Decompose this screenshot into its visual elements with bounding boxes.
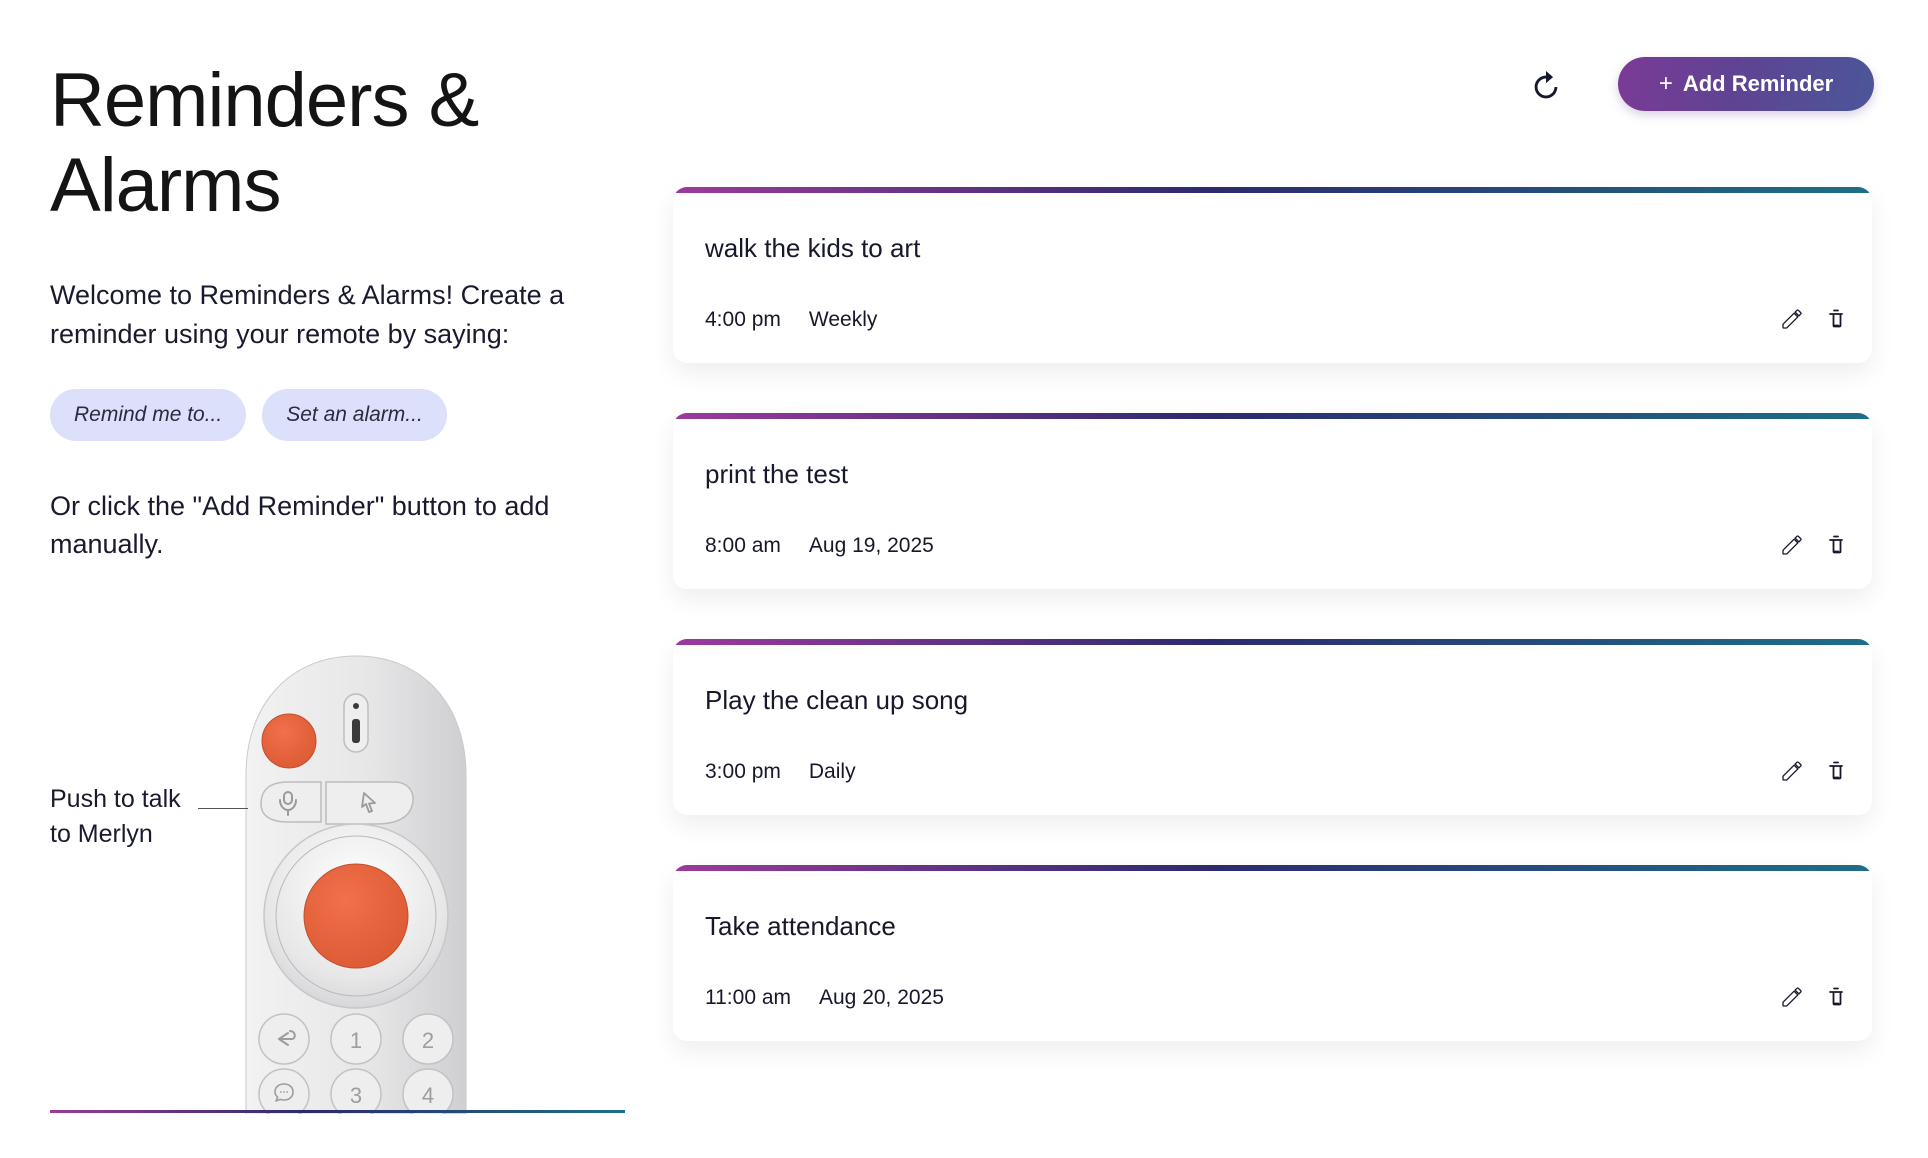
svg-text:3: 3	[350, 1083, 362, 1108]
svg-text:2: 2	[422, 1028, 434, 1053]
svg-text:1: 1	[350, 1028, 362, 1053]
svg-text:4: 4	[422, 1083, 434, 1108]
